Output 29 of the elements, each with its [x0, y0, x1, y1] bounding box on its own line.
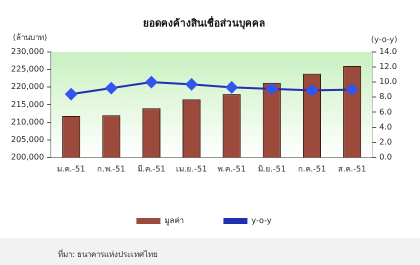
x-tick-label: ม.ค.-51 [57, 164, 86, 174]
y2-tick-label: 14.0 [379, 47, 397, 56]
y2-tick-label: 0.0 [379, 152, 392, 162]
x-tick-label: ก.ค.-51 [298, 164, 326, 174]
x-tick-label: มิ.ย.-51 [258, 164, 286, 174]
y2-tick-label: 4.0 [379, 122, 392, 132]
legend-label: y-o-y [251, 216, 272, 226]
x-tick-label: มี.ค.-51 [137, 164, 166, 174]
y-tick-label: 205,000 [10, 134, 44, 144]
chart-title: ยอดคงค้างสินเชื่อส่วนบุคคล [143, 16, 265, 30]
y2-axis-title: (y-o-y) [370, 35, 398, 44]
y-tick-label: 200,000 [10, 152, 44, 162]
y-tick-label: 230,000 [10, 47, 44, 56]
y-tick-label: 225,000 [10, 64, 44, 74]
y2-tick-label: 10.0 [379, 77, 397, 86]
x-tick-label: ส.ค.-51 [338, 164, 366, 174]
x-tick-label: ก.พ.-51 [97, 164, 126, 174]
y-tick-label: 220,000 [10, 82, 44, 92]
y2-tick-label: 2.0 [379, 137, 392, 146]
y2-tick-label: 8.0 [379, 92, 392, 102]
text: ที่มา: ธนาคารแห่งประเทศไทย [58, 248, 158, 260]
x-tick-label: เม.ย.-51 [176, 164, 208, 174]
legend-label: มูลค่า [164, 216, 184, 226]
y-axis-title: (ล้านบาท) [12, 33, 48, 42]
y2-tick-label: 6.0 [379, 107, 392, 116]
y-tick-label: 210,000 [10, 117, 44, 126]
x-tick-label: พ.ค.-51 [218, 164, 246, 174]
y-tick-label: 215,000 [10, 100, 44, 109]
y2-tick-label: 12.0 [379, 62, 397, 72]
